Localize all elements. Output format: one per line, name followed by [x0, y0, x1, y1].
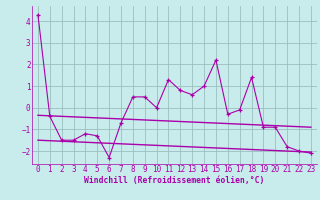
X-axis label: Windchill (Refroidissement éolien,°C): Windchill (Refroidissement éolien,°C) — [84, 176, 265, 185]
